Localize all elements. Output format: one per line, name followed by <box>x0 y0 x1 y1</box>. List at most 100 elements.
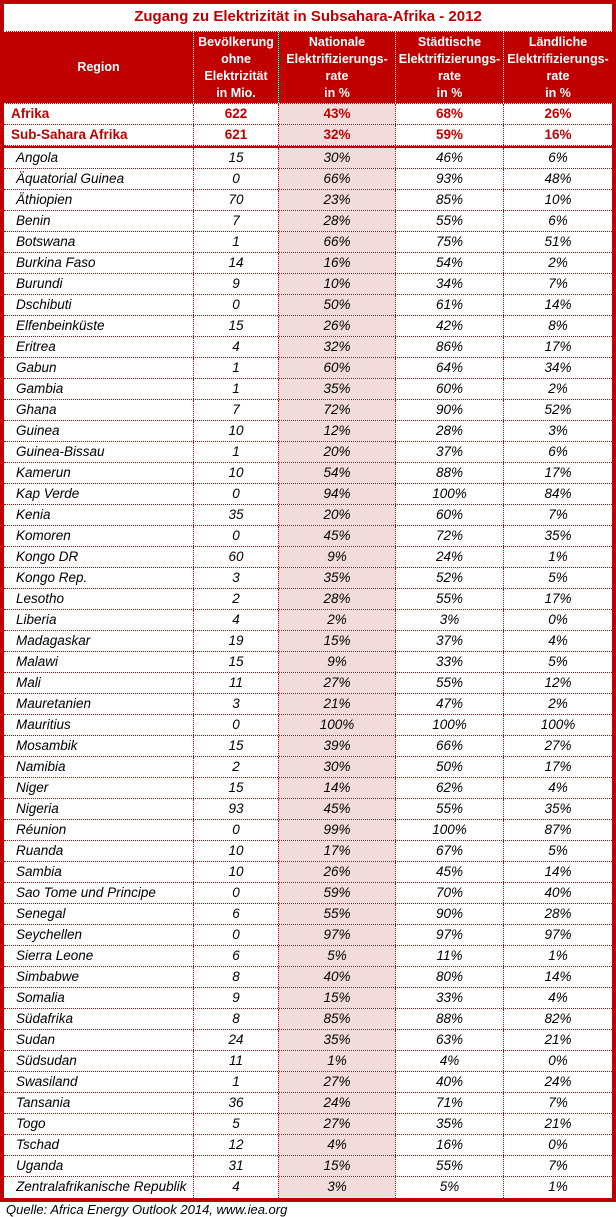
table-row: Tansania 36 24% 71% 7% <box>4 1093 612 1114</box>
region-cell: Gabun <box>16 360 57 375</box>
rural-rate-cell: 2% <box>503 253 612 273</box>
rural-rate-cell: 6% <box>503 442 612 462</box>
national-rate-cell: 3% <box>278 1177 395 1198</box>
region-cell: Simbabwe <box>16 969 80 984</box>
table-row: Mali 11 27% 55% 12% <box>4 673 612 694</box>
table-row: Südsudan 11 1% 4% 0% <box>4 1051 612 1072</box>
national-rate-cell: 43% <box>278 104 395 124</box>
population-cell: 2 <box>193 757 278 777</box>
region-cell: Benin <box>16 213 51 228</box>
urban-rate-cell: 90% <box>395 400 503 420</box>
national-rate-cell: 10% <box>278 274 395 294</box>
table-row: Lesotho 2 28% 55% 17% <box>4 589 612 610</box>
national-rate-cell: 55% <box>278 904 395 924</box>
population-cell: 35 <box>193 505 278 525</box>
national-rate-cell: 100% <box>278 715 395 735</box>
urban-rate-cell: 61% <box>395 295 503 315</box>
population-cell: 4 <box>193 1177 278 1198</box>
population-cell: 15 <box>193 652 278 672</box>
table-row: Elfenbeinküste 15 26% 42% 8% <box>4 316 612 337</box>
region-cell: Nigeria <box>16 801 59 816</box>
region-cell: Äquatorial Guinea <box>16 171 125 186</box>
table-row: Namibia 2 30% 50% 17% <box>4 757 612 778</box>
rural-rate-cell: 17% <box>503 589 612 609</box>
national-rate-cell: 27% <box>278 1072 395 1092</box>
population-cell: 621 <box>193 125 278 145</box>
urban-rate-cell: 55% <box>395 589 503 609</box>
region-cell: Ghana <box>16 402 57 417</box>
urban-rate-cell: 35% <box>395 1114 503 1134</box>
urban-rate-cell: 11% <box>395 946 503 966</box>
rural-rate-cell: 24% <box>503 1072 612 1092</box>
urban-rate-cell: 55% <box>395 1156 503 1176</box>
table-row: Burundi 9 10% 34% 7% <box>4 274 612 295</box>
population-cell: 19 <box>193 631 278 651</box>
urban-rate-cell: 4% <box>395 1051 503 1071</box>
region-cell: Komoren <box>16 528 71 543</box>
urban-rate-cell: 66% <box>395 736 503 756</box>
national-rate-cell: 28% <box>278 589 395 609</box>
national-rate-cell: 9% <box>278 547 395 567</box>
rural-rate-cell: 21% <box>503 1030 612 1050</box>
region-cell: Sudan <box>16 1032 56 1047</box>
national-rate-cell: 26% <box>278 862 395 882</box>
population-cell: 10 <box>193 862 278 882</box>
table-row: Mauretanien 3 21% 47% 2% <box>4 694 612 715</box>
table-row: Sudan 24 35% 63% 21% <box>4 1030 612 1051</box>
population-cell: 9 <box>193 988 278 1008</box>
urban-rate-cell: 33% <box>395 652 503 672</box>
region-cell: Sub-Sahara Afrika <box>11 127 128 142</box>
national-rate-cell: 66% <box>278 169 395 189</box>
population-cell: 15 <box>193 778 278 798</box>
table-row: Madagaskar 19 15% 37% 4% <box>4 631 612 652</box>
region-cell: Burundi <box>16 276 63 291</box>
population-cell: 31 <box>193 1156 278 1176</box>
rural-rate-cell: 48% <box>503 169 612 189</box>
table-row: Kenia 35 20% 60% 7% <box>4 505 612 526</box>
national-rate-cell: 59% <box>278 883 395 903</box>
rural-rate-cell: 7% <box>503 1093 612 1113</box>
urban-rate-cell: 55% <box>395 799 503 819</box>
rural-rate-cell: 0% <box>503 610 612 630</box>
region-cell: Kongo DR <box>16 549 79 564</box>
table-row: Äquatorial Guinea 0 66% 93% 48% <box>4 169 612 190</box>
rural-rate-cell: 10% <box>503 190 612 210</box>
rural-rate-cell: 8% <box>503 316 612 336</box>
rural-rate-cell: 2% <box>503 379 612 399</box>
national-rate-cell: 27% <box>278 673 395 693</box>
region-cell: Guinea <box>16 423 60 438</box>
national-rate-cell: 30% <box>278 148 395 168</box>
region-cell: Botswana <box>16 234 76 249</box>
region-cell: Seychellen <box>16 927 83 942</box>
region-cell: Afrika <box>11 106 50 121</box>
urban-rate-cell: 88% <box>395 1009 503 1029</box>
col-header-rural-rate: Ländliche Elektrifizierungs- rate in % <box>503 32 612 103</box>
national-rate-cell: 5% <box>278 946 395 966</box>
rural-rate-cell: 0% <box>503 1135 612 1155</box>
population-cell: 60 <box>193 547 278 567</box>
urban-rate-cell: 40% <box>395 1072 503 1092</box>
table-row: Malawi 15 9% 33% 5% <box>4 652 612 673</box>
rural-rate-cell: 6% <box>503 211 612 231</box>
region-cell: Somalia <box>16 990 65 1005</box>
population-cell: 93 <box>193 799 278 819</box>
region-cell: Tansania <box>16 1095 71 1110</box>
region-cell: Angola <box>16 150 59 165</box>
table-row: Botswana 1 66% 75% 51% <box>4 232 612 253</box>
rural-rate-cell: 40% <box>503 883 612 903</box>
population-cell: 0 <box>193 295 278 315</box>
table-row: Guinea 10 12% 28% 3% <box>4 421 612 442</box>
region-cell: Mauritius <box>16 717 71 732</box>
urban-rate-cell: 60% <box>395 379 503 399</box>
national-rate-cell: 39% <box>278 736 395 756</box>
population-cell: 0 <box>193 169 278 189</box>
urban-rate-cell: 52% <box>395 568 503 588</box>
table-row: Réunion 0 99% 100% 87% <box>4 820 612 841</box>
urban-rate-cell: 3% <box>395 610 503 630</box>
region-cell: Kamerun <box>16 465 71 480</box>
table-row: Gambia 1 35% 60% 2% <box>4 379 612 400</box>
national-rate-cell: 32% <box>278 337 395 357</box>
national-rate-cell: 32% <box>278 125 395 145</box>
population-cell: 0 <box>193 820 278 840</box>
